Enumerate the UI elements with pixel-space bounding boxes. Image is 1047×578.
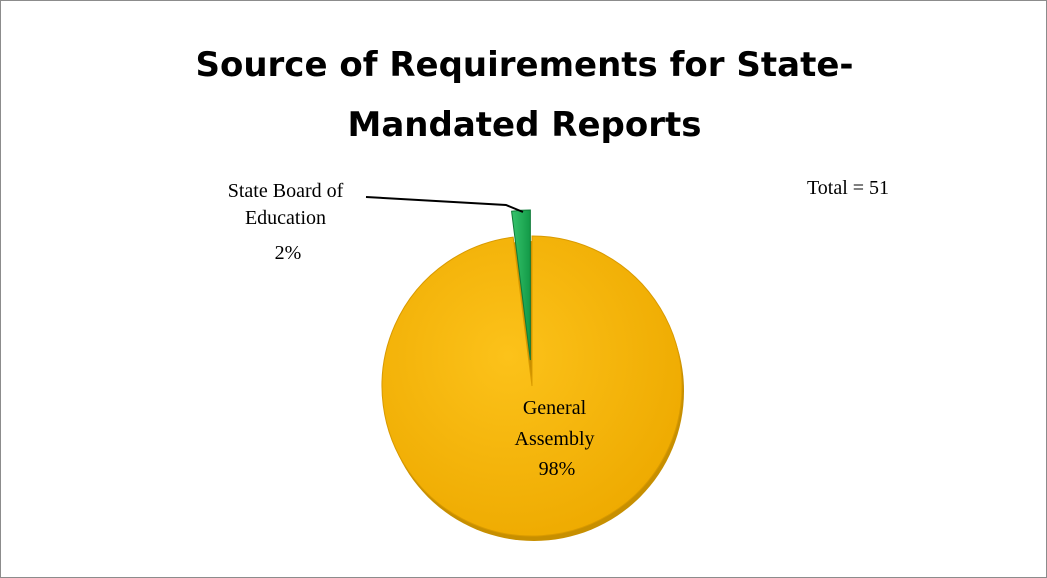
slice-label-general-assembly: General Assembly 98% xyxy=(515,397,600,480)
slice-label-general-assembly-line-1: General xyxy=(523,397,587,419)
slice-label-state-board-line-2: Education xyxy=(245,207,326,229)
slice-label-general-assembly-line-2: Assembly xyxy=(515,428,595,450)
total-annotation: Total = 51 xyxy=(807,177,889,199)
slice-label-general-assembly-line-3: 98% xyxy=(539,458,576,480)
slice-label-state-board: State Board of Education 2% xyxy=(228,180,349,264)
slice-label-state-board-line-3: 2% xyxy=(275,242,302,264)
pie-slices xyxy=(381,209,684,541)
pie-slice-general-assembly xyxy=(381,235,683,537)
chart-title-line-2: Mandated Reports xyxy=(347,105,702,145)
chart-title: Source of Requirements for State- Mandat… xyxy=(1,35,1047,155)
leader-line xyxy=(365,196,524,213)
slice-label-state-board-line-1: State Board of xyxy=(228,180,344,202)
chart-title-line-1: Source of Requirements for State- xyxy=(195,45,854,85)
